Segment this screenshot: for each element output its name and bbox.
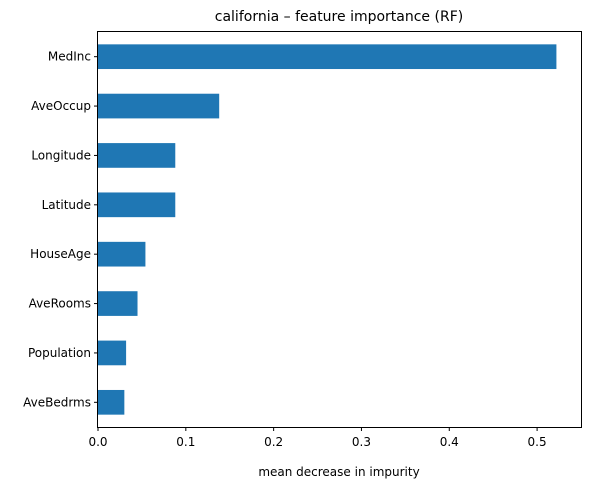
y-tick-label: AveRooms	[29, 297, 91, 311]
x-tick-label: 0.3	[352, 435, 371, 449]
bar-longitude	[98, 143, 176, 168]
bar-population	[98, 340, 127, 366]
x-tick-label: 0.5	[528, 435, 547, 449]
bars-group	[98, 44, 557, 415]
x-axis-ticks: 0.0 0.1 0.2 0.3 0.4 0.5	[88, 427, 547, 449]
bar-aveoccup	[98, 93, 220, 119]
y-tick-label: MedInc	[48, 50, 91, 64]
bar-averooms	[98, 291, 138, 316]
y-tick-label: AveOccup	[31, 99, 91, 113]
y-tick-label: Population	[28, 346, 91, 360]
x-tick-label: 0.1	[176, 435, 195, 449]
x-tick-label: 0.2	[264, 435, 283, 449]
x-tick-label: 0.0	[88, 435, 107, 449]
x-axis-label: mean decrease in impurity	[258, 465, 419, 479]
y-tick-label: Longitude	[31, 148, 91, 162]
y-tick-label: AveBedrms	[23, 395, 91, 409]
plot-frame	[97, 31, 582, 428]
y-axis-ticks: MedInc AveOccup Longitude Latitude HouseAge A…	[23, 50, 98, 409]
y-tick-label: HouseAge	[30, 247, 91, 261]
chart-title: california – feature importance (RF)	[215, 9, 463, 25]
bar-medinc	[98, 44, 557, 70]
bar-houseage	[98, 241, 146, 267]
x-tick-label: 0.4	[440, 435, 459, 449]
bar-latitude	[98, 192, 176, 218]
bar-avebedrms	[98, 389, 125, 415]
y-tick-label: Latitude	[42, 198, 91, 212]
